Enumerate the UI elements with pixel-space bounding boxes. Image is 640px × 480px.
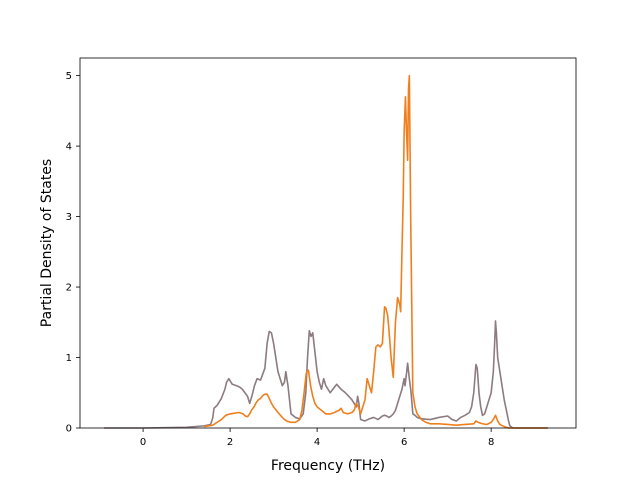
y-tick-label: 5 xyxy=(66,71,72,82)
series-line-2 xyxy=(203,74,548,429)
series-line-1 xyxy=(103,320,548,429)
y-tick-label: 1 xyxy=(66,353,72,364)
plot-area xyxy=(80,58,576,428)
y-axis: 0 1 2 3 4 5 xyxy=(66,71,80,435)
x-axis: 0 2 4 6 8 xyxy=(140,428,494,448)
x-tick-label: 2 xyxy=(227,437,233,448)
plot-frame xyxy=(79,57,577,429)
y-tick-label: 0 xyxy=(66,424,72,435)
x-tick-label: 0 xyxy=(140,437,146,448)
x-tick-label: 6 xyxy=(401,437,407,448)
y-axis-label: Partial Density of States xyxy=(39,159,55,327)
x-axis-label: Frequency (THz) xyxy=(271,458,385,474)
series-layer xyxy=(103,74,548,429)
x-tick-label: 4 xyxy=(314,437,320,448)
y-tick-label: 2 xyxy=(66,283,72,294)
y-tick-label: 3 xyxy=(66,212,72,223)
y-tick-label: 4 xyxy=(66,142,72,153)
x-tick-label: 8 xyxy=(488,437,494,448)
